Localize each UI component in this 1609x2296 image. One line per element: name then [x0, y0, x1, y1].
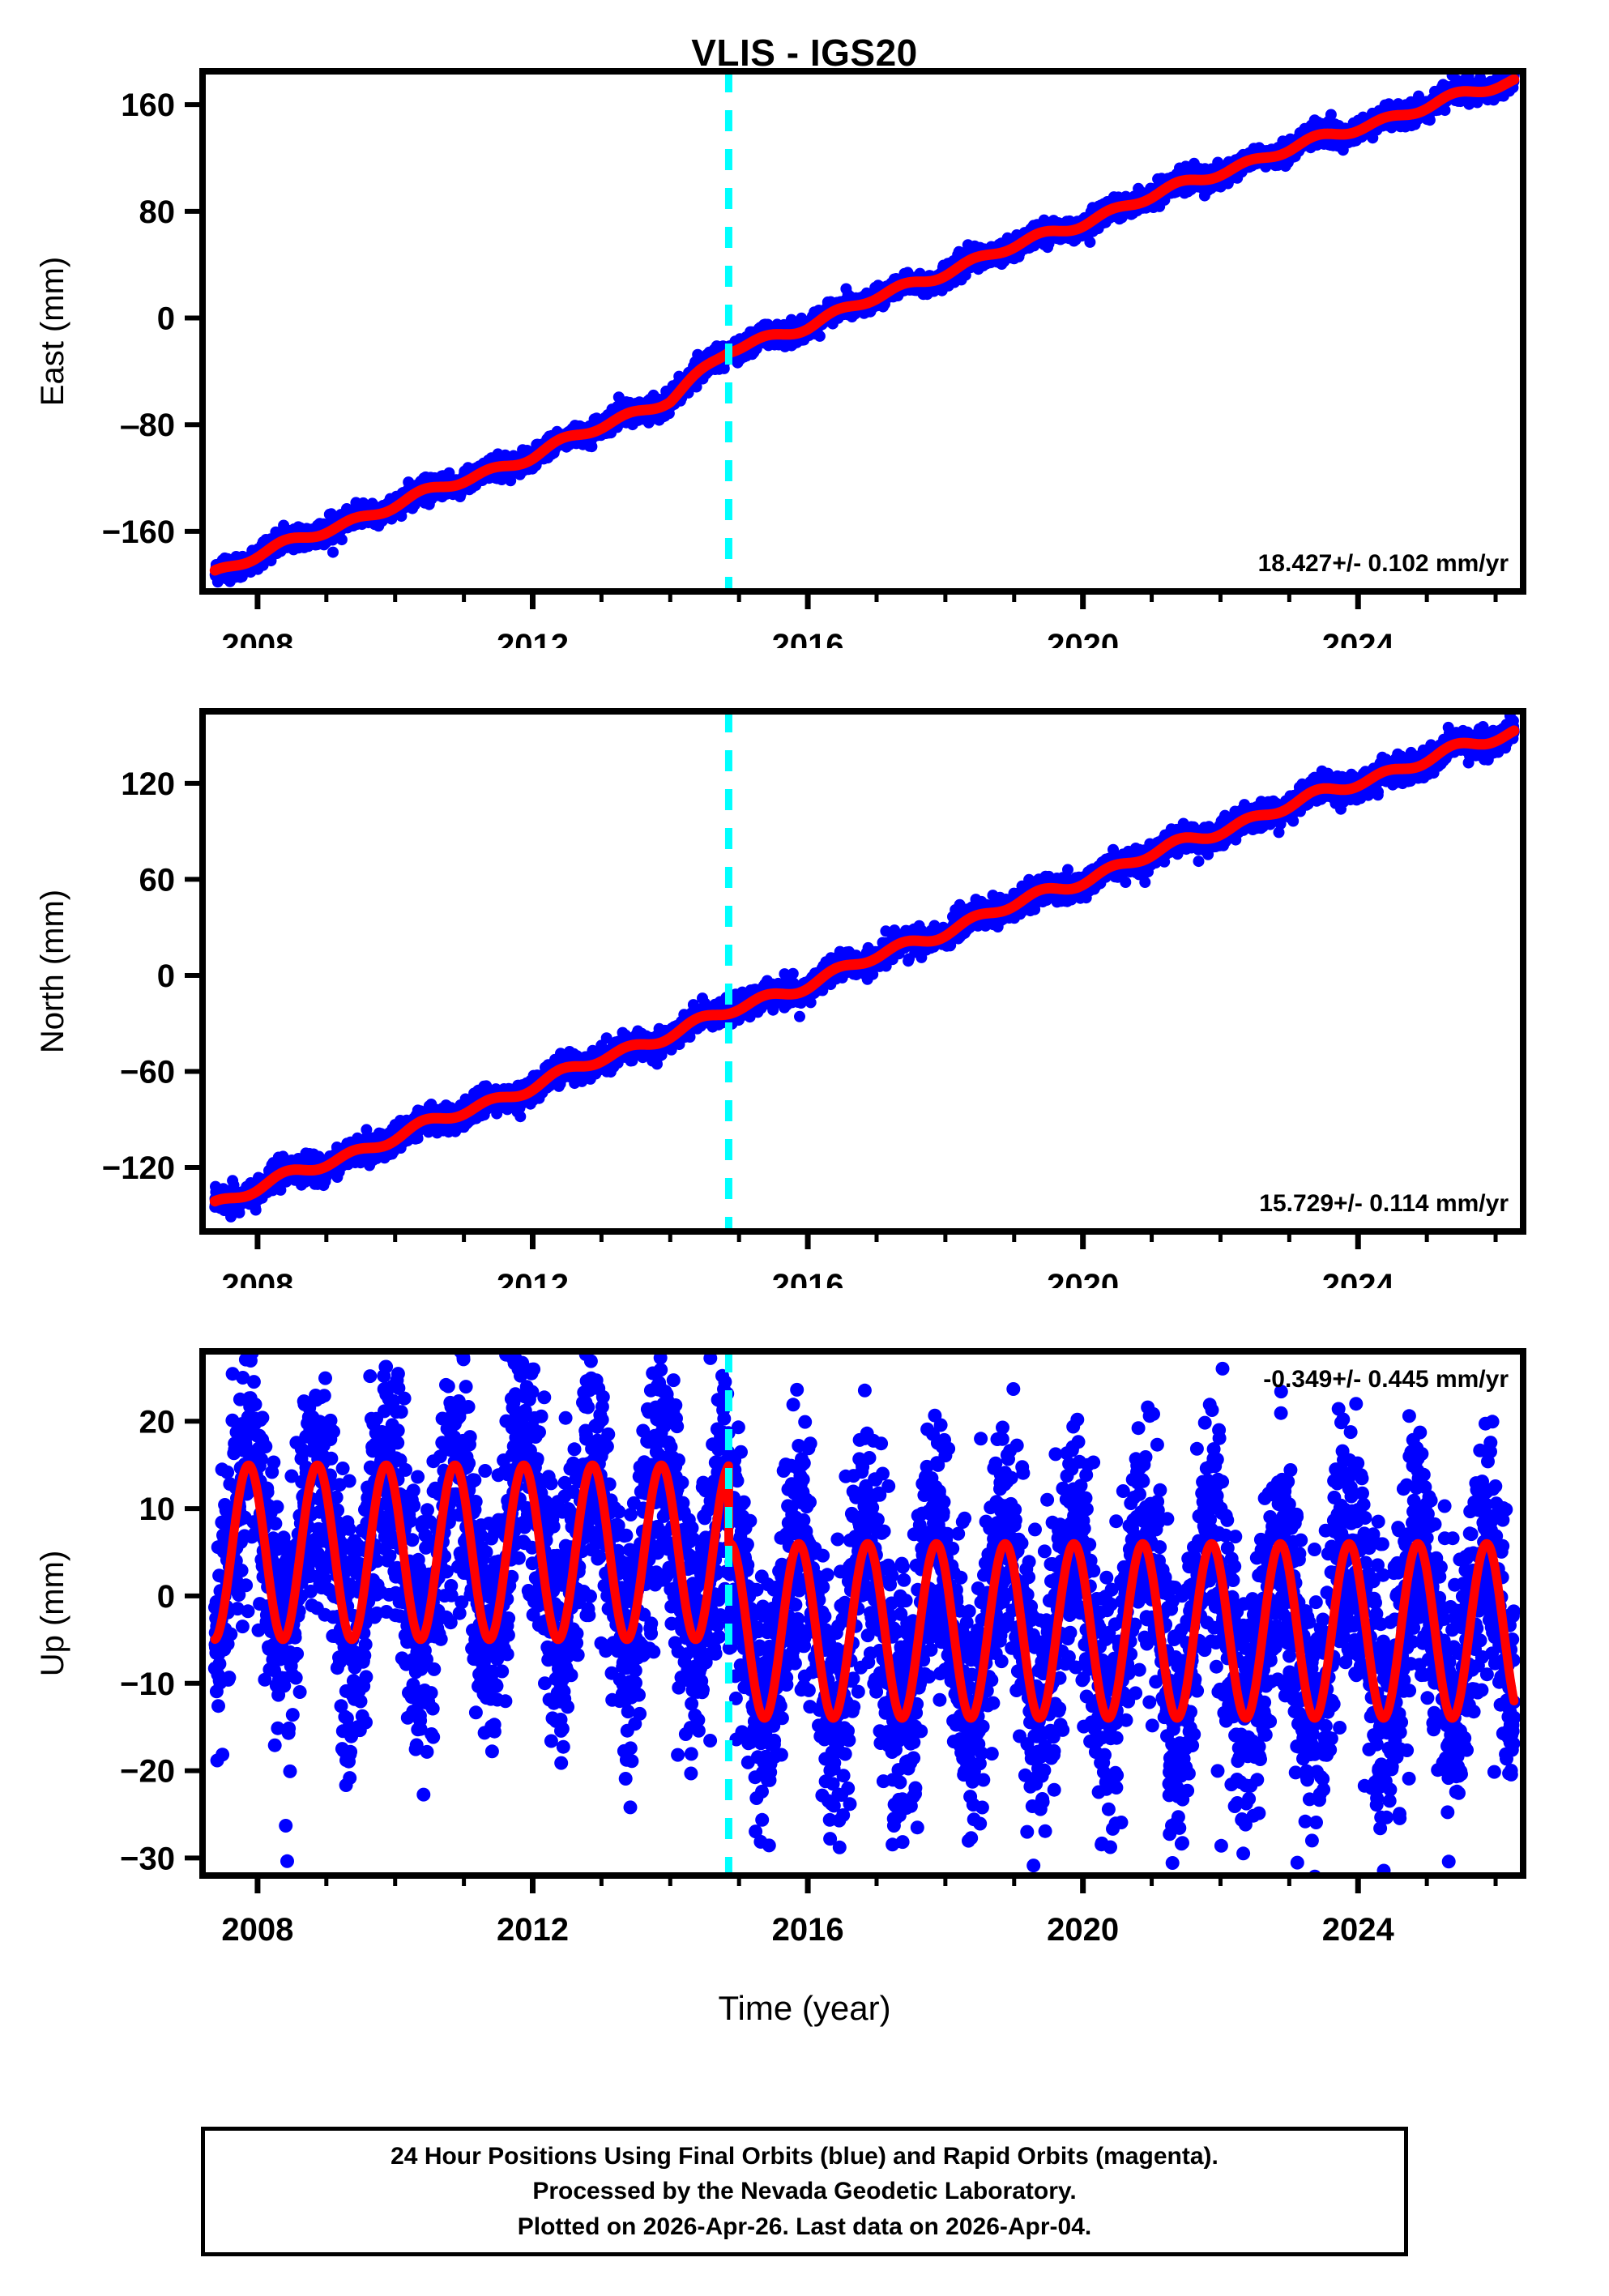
y-tick-label: 20 [139, 1404, 176, 1440]
y-axis-title: North (mm) [35, 890, 70, 1053]
x-tick-label: 2008 [221, 1268, 293, 1288]
x-tick-label: 2016 [772, 1268, 844, 1288]
x-tick-label: 2024 [1322, 628, 1395, 648]
y-tick-label: −60 [120, 1054, 175, 1090]
x-tick-label: 2012 [497, 1912, 569, 1948]
x-tick-label: 2024 [1322, 1912, 1395, 1948]
north-panel: 120 60 0 −60 −120 2008 2012 2016 2020 2024 North (… [0, 705, 1609, 1288]
y-axis-title: Up (mm) [35, 1551, 70, 1677]
x-tick-label: 2020 [1047, 1912, 1119, 1948]
y-tick-label: ‒80 [120, 408, 175, 443]
caption-line-1: 24 Hour Positions Using Final Orbits (bl… [391, 2139, 1218, 2174]
y-tick-label: −30 [120, 1841, 175, 1876]
y-tick-label: 0 [157, 301, 175, 337]
x-tick-label: 2024 [1322, 1268, 1395, 1288]
y-tick-label: −160 [102, 514, 175, 550]
y-tick-label: 10 [139, 1492, 176, 1527]
y-tick-label: 160 [121, 87, 175, 123]
x-tick-label: 2012 [497, 1268, 569, 1288]
y-axis-title: East (mm) [35, 257, 70, 406]
rate-annotation: 18.427+/- 0.102 mm/yr [1258, 550, 1509, 577]
x-tick-label: 2016 [772, 628, 844, 648]
caption-line-3: Plotted on 2026-Apr-26. Last data on 202… [518, 2209, 1092, 2245]
caption-box: 24 Hour Positions Using Final Orbits (bl… [201, 2127, 1408, 2256]
east-panel: 160 80 0 ‒80 −160 2008 2012 2016 2020 2024 East (m… [0, 65, 1609, 648]
caption-line-2: Processed by the Nevada Geodetic Laborat… [532, 2174, 1076, 2209]
rate-annotation: 15.729+/- 0.114 mm/yr [1259, 1190, 1509, 1217]
y-tick-label: 0 [157, 1579, 175, 1615]
x-tick-label: 2012 [497, 628, 569, 648]
y-tick-label: 120 [121, 766, 175, 802]
x-tick-label: 2008 [221, 628, 293, 648]
x-tick-label: 2020 [1047, 628, 1119, 648]
up-panel: 20 10 0 −10 −20 −30 2008 2012 2016 2020 2024 Up (mm… [0, 1345, 1609, 1977]
y-tick-label: 80 [139, 194, 176, 230]
x-tick-label: 2008 [221, 1912, 293, 1948]
x-axis-title: Time (year) [0, 1989, 1609, 2028]
y-tick-label: 60 [139, 862, 176, 898]
y-tick-label: −10 [120, 1667, 175, 1702]
y-tick-label: −20 [120, 1754, 175, 1790]
x-tick-label: 2016 [772, 1912, 844, 1948]
y-tick-label: 0 [157, 958, 175, 994]
x-tick-label: 2020 [1047, 1268, 1119, 1288]
y-tick-label: −120 [102, 1150, 175, 1186]
rate-annotation: -0.349+/- 0.445 mm/yr [1263, 1366, 1509, 1393]
